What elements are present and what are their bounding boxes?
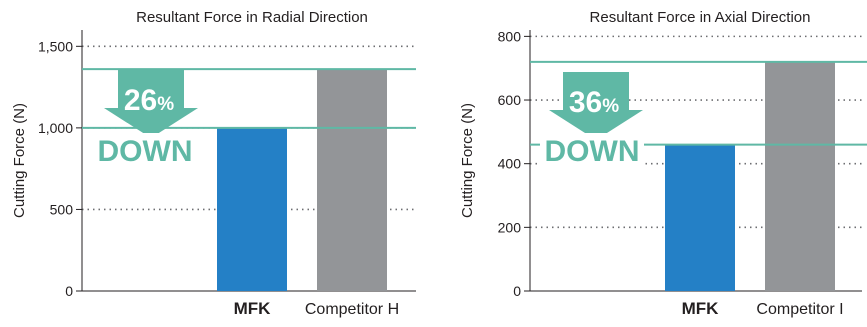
chart-panel-2: Resultant Force in Axial Direction Cuttin… xyxy=(459,9,867,318)
chart-panel-1: Resultant Force in Radial Direction Cutti… xyxy=(11,9,416,318)
y-tick-label: 600 xyxy=(498,92,522,108)
y-tick-label: 0 xyxy=(65,283,73,299)
down-label-backdrop xyxy=(540,133,644,167)
x-category-label: Competitor H xyxy=(305,301,399,318)
x-category-label: Competitor I xyxy=(756,301,843,318)
reduction-percent-value: 36 xyxy=(569,86,602,119)
down-label: DOWN xyxy=(98,135,193,168)
reduction-percent: 26% xyxy=(124,84,174,117)
down-label-backdrop xyxy=(93,133,197,167)
down-arrow-icon xyxy=(549,72,643,140)
bar-competitor-h xyxy=(317,69,387,292)
reduction-percent-value: 26 xyxy=(124,84,157,117)
x-category-label: MFK xyxy=(682,299,720,318)
bar-mfk xyxy=(665,144,735,291)
bar-competitor-i xyxy=(765,61,835,291)
y-tick-label: 0 xyxy=(513,283,521,299)
down-arrow-icon xyxy=(104,70,198,138)
reduction-percent-unit: % xyxy=(157,94,174,115)
bar-mfk xyxy=(217,127,287,291)
reduction-percent: 36% xyxy=(569,86,619,119)
down-label: DOWN xyxy=(545,135,640,168)
y-axis-label: Cutting Force (N) xyxy=(459,103,476,218)
chart-title: Resultant Force in Axial Direction xyxy=(590,9,811,26)
y-tick-label: 800 xyxy=(498,28,522,44)
chart-title: Resultant Force in Radial Direction xyxy=(136,9,368,26)
y-tick-label: 400 xyxy=(498,156,522,172)
y-tick-label: 500 xyxy=(50,201,74,217)
y-tick-label: 200 xyxy=(498,219,522,235)
x-category-label: MFK xyxy=(234,299,272,318)
y-tick-label: 1,500 xyxy=(38,38,73,54)
reduction-percent-unit: % xyxy=(602,96,619,117)
y-tick-label: 1,000 xyxy=(38,120,73,136)
y-axis-label: Cutting Force (N) xyxy=(11,103,28,218)
